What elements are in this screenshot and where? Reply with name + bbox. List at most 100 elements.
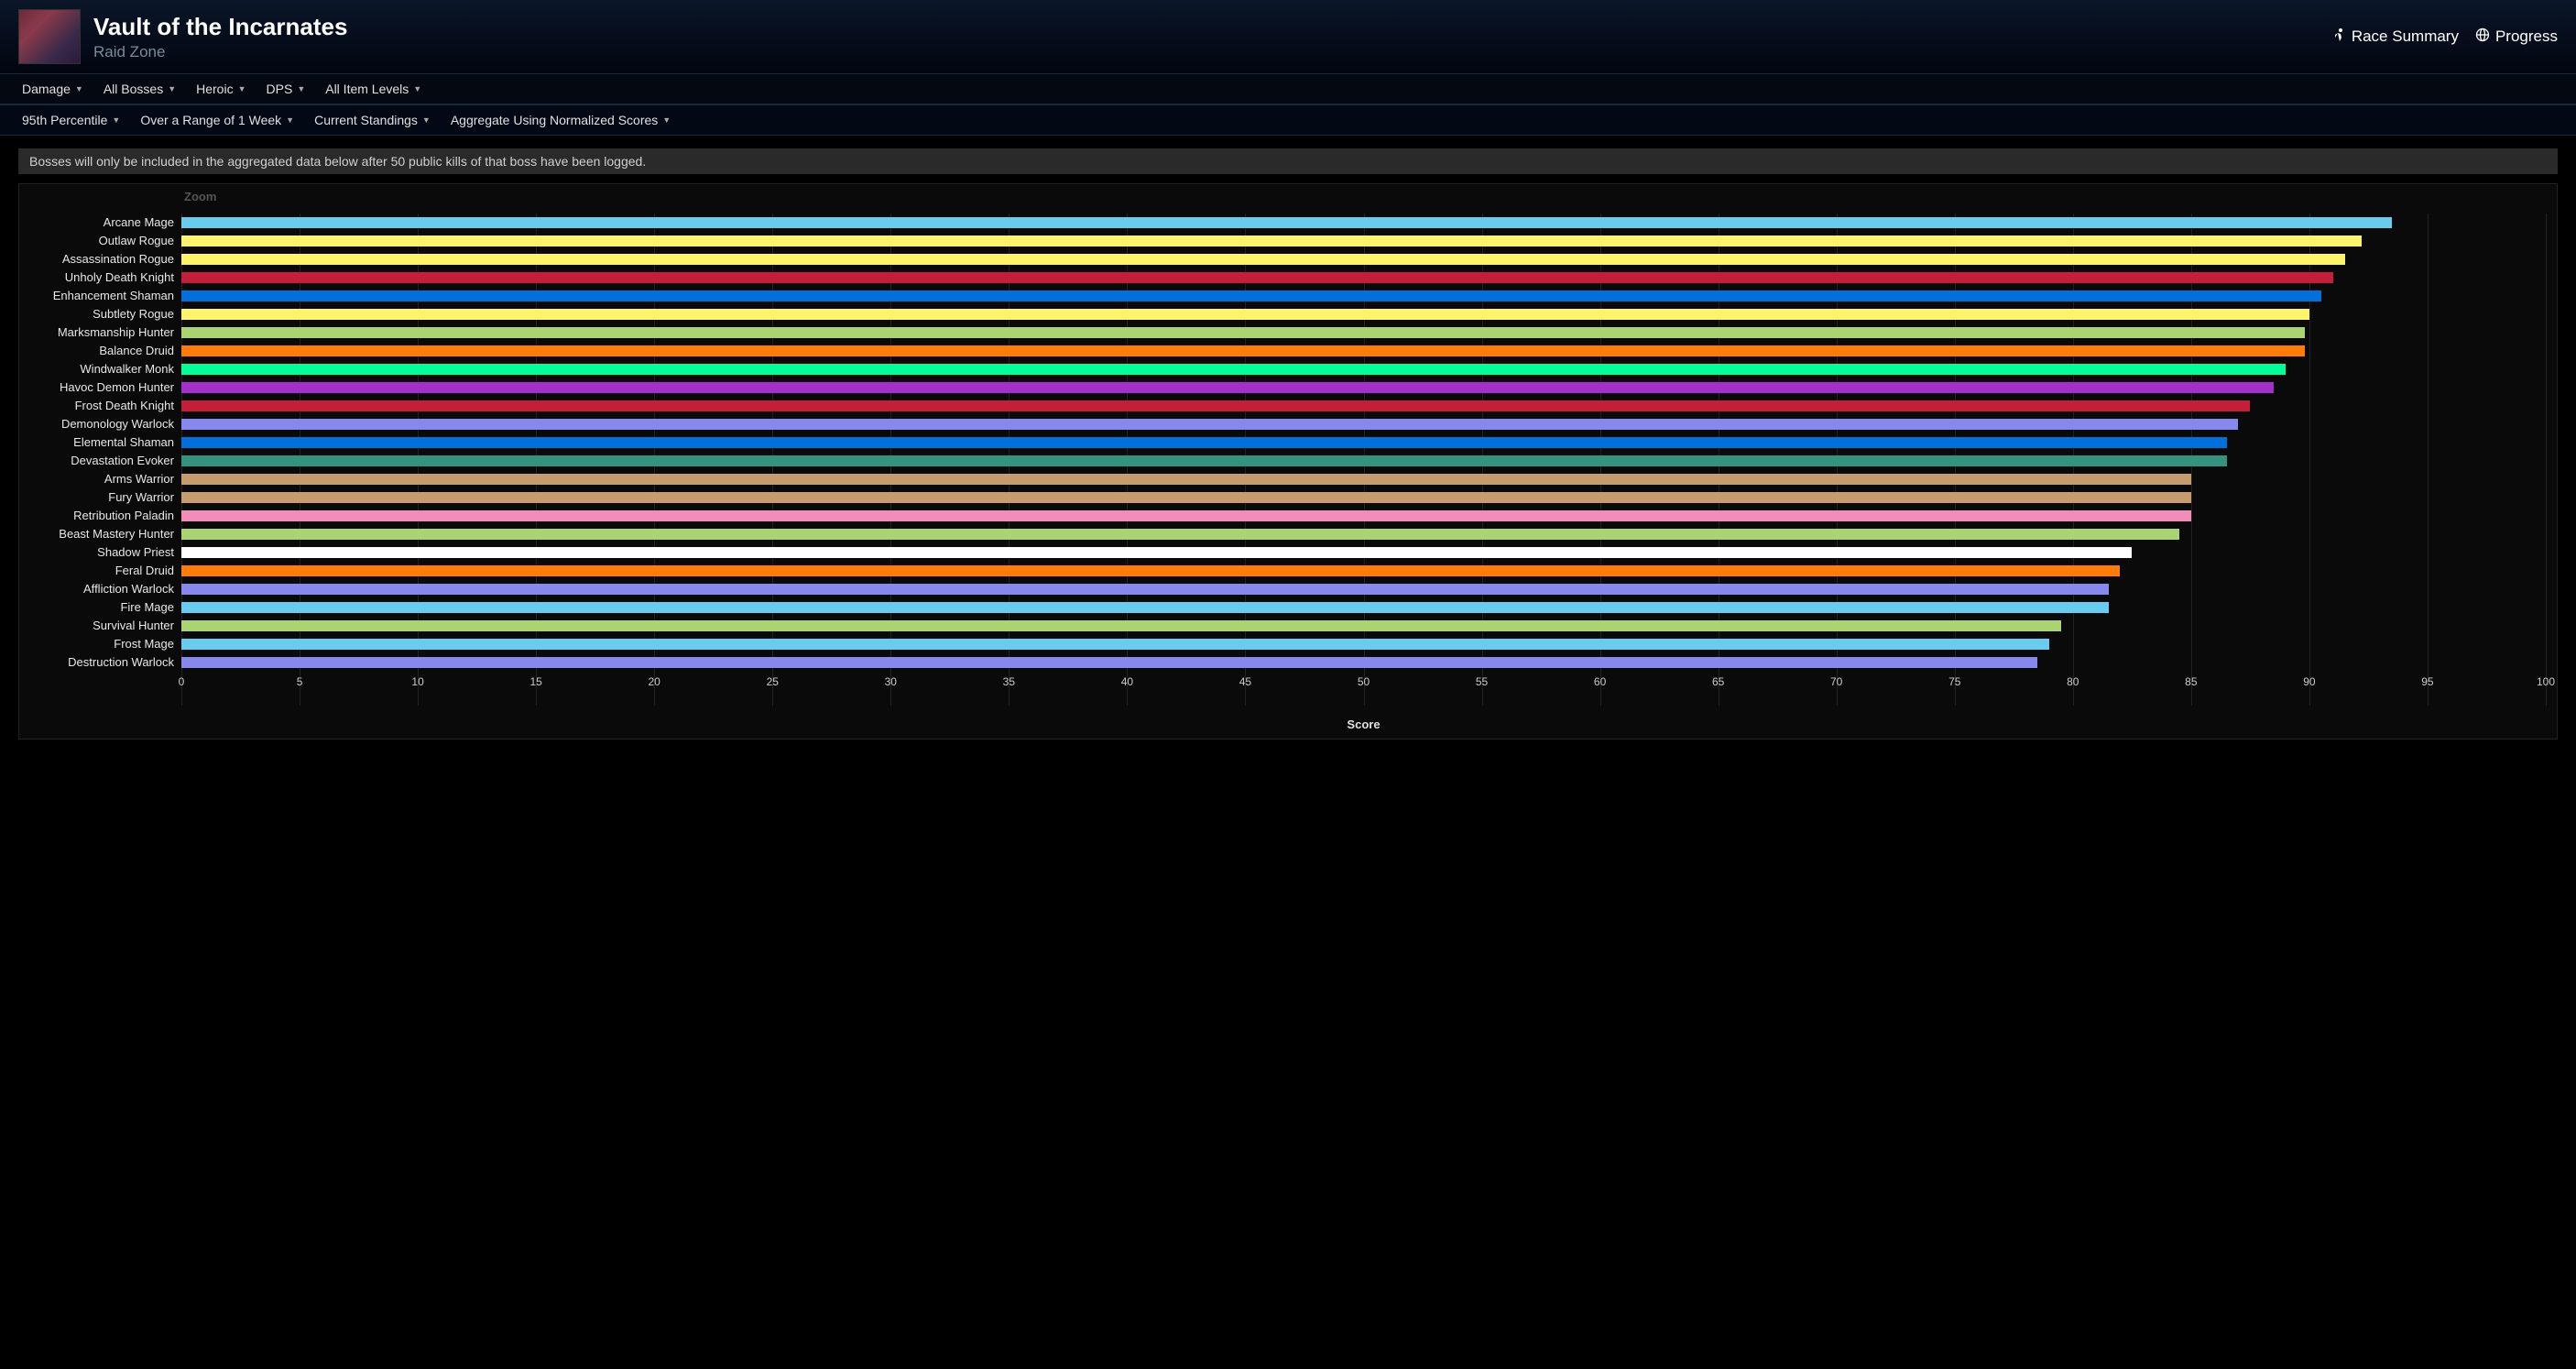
bar[interactable] — [181, 437, 2227, 448]
bar[interactable] — [181, 254, 2345, 265]
bar-row — [181, 598, 2546, 617]
x-tick: 90 — [2303, 675, 2315, 688]
spec-label: Beast Mastery Hunter — [30, 525, 181, 543]
bars-group — [181, 214, 2546, 672]
bar[interactable] — [181, 474, 2191, 485]
difficulty-dropdown[interactable]: Heroic▼ — [196, 82, 246, 96]
spec-label: Frost Mage — [30, 635, 181, 653]
x-tick: 15 — [529, 675, 541, 688]
caret-icon: ▼ — [662, 115, 671, 125]
percentile-dropdown[interactable]: 95th Percentile▼ — [22, 113, 120, 127]
bar[interactable] — [181, 529, 2179, 540]
bar[interactable] — [181, 400, 2250, 411]
title-block: Vault of the Incarnates Raid Zone — [93, 13, 347, 61]
x-tick: 10 — [411, 675, 423, 688]
bar-row — [181, 617, 2546, 635]
bar[interactable] — [181, 309, 2309, 320]
x-tick: 35 — [1003, 675, 1015, 688]
bar-row — [181, 305, 2546, 323]
x-tick: 0 — [179, 675, 185, 688]
bar[interactable] — [181, 290, 2321, 301]
bar[interactable] — [181, 584, 2109, 595]
bar[interactable] — [181, 364, 2286, 375]
x-tick: 40 — [1121, 675, 1133, 688]
bar-row — [181, 525, 2546, 543]
caret-icon: ▼ — [75, 84, 83, 93]
caret-icon: ▼ — [168, 84, 176, 93]
chart-container: Zoom Arcane MageOutlaw RogueAssassinatio… — [18, 183, 2558, 739]
progress-label: Progress — [2495, 27, 2558, 46]
bar-row — [181, 507, 2546, 525]
bar[interactable] — [181, 657, 2037, 668]
bar-row — [181, 470, 2546, 488]
caret-icon: ▼ — [413, 84, 421, 93]
x-axis: 0510152025303540455055606570758085909510… — [181, 675, 2546, 701]
bar[interactable] — [181, 639, 2049, 650]
progress-link[interactable]: Progress — [2475, 27, 2558, 47]
role-dropdown[interactable]: DPS▼ — [267, 82, 306, 96]
range-dropdown[interactable]: Over a Range of 1 Week▼ — [140, 113, 294, 127]
x-tick: 5 — [297, 675, 303, 688]
race-summary-link[interactable]: Race Summary — [2331, 27, 2459, 47]
bar[interactable] — [181, 602, 2109, 613]
x-tick: 100 — [2537, 675, 2555, 688]
bar[interactable] — [181, 327, 2305, 338]
spec-label: Destruction Warlock — [30, 653, 181, 672]
bar-row — [181, 250, 2546, 268]
bar[interactable] — [181, 382, 2274, 393]
bosses-dropdown[interactable]: All Bosses▼ — [104, 82, 176, 96]
runner-icon — [2331, 27, 2346, 47]
spec-label: Devastation Evoker — [30, 452, 181, 470]
bar-row — [181, 378, 2546, 397]
spec-label: Unholy Death Knight — [30, 268, 181, 287]
caret-icon: ▼ — [238, 84, 246, 93]
spec-label: Assassination Rogue — [30, 250, 181, 268]
bar[interactable] — [181, 217, 2392, 228]
spec-label: Balance Druid — [30, 342, 181, 360]
bar-row — [181, 232, 2546, 250]
page-title: Vault of the Incarnates — [93, 13, 347, 41]
page-header: Vault of the Incarnates Raid Zone Race S… — [0, 0, 2576, 73]
spec-label: Shadow Priest — [30, 543, 181, 562]
bar-row — [181, 433, 2546, 452]
bar[interactable] — [181, 235, 2362, 246]
caret-icon: ▼ — [286, 115, 294, 125]
spec-label: Affliction Warlock — [30, 580, 181, 598]
x-tick: 60 — [1594, 675, 1606, 688]
bar[interactable] — [181, 547, 2132, 558]
spec-label: Arms Warrior — [30, 470, 181, 488]
spec-label: Havoc Demon Hunter — [30, 378, 181, 397]
filter-bar-primary: Damage▼ All Bosses▼ Heroic▼ DPS▼ All Ite… — [0, 73, 2576, 104]
spec-label: Survival Hunter — [30, 617, 181, 635]
spec-label: Elemental Shaman — [30, 433, 181, 452]
info-notice: Bosses will only be included in the aggr… — [18, 148, 2558, 174]
aggregate-dropdown[interactable]: Aggregate Using Normalized Scores▼ — [451, 113, 671, 127]
bar-row — [181, 360, 2546, 378]
bar-row — [181, 415, 2546, 433]
bar-row — [181, 562, 2546, 580]
standings-dropdown[interactable]: Current Standings▼ — [314, 113, 431, 127]
bar-row — [181, 287, 2546, 305]
spec-label: Arcane Mage — [30, 214, 181, 232]
spec-label: Outlaw Rogue — [30, 232, 181, 250]
grid-line — [2546, 214, 2547, 706]
globe-icon — [2475, 27, 2490, 47]
header-right: Race Summary Progress — [2331, 27, 2558, 47]
x-tick: 20 — [649, 675, 660, 688]
bar[interactable] — [181, 455, 2227, 466]
bar[interactable] — [181, 492, 2191, 503]
ilvl-dropdown[interactable]: All Item Levels▼ — [325, 82, 421, 96]
bar[interactable] — [181, 565, 2120, 576]
bar[interactable] — [181, 620, 2061, 631]
bar-row — [181, 653, 2546, 672]
x-tick: 25 — [767, 675, 779, 688]
bar[interactable] — [181, 419, 2238, 430]
bar[interactable] — [181, 510, 2191, 521]
bar[interactable] — [181, 345, 2305, 356]
bar[interactable] — [181, 272, 2333, 283]
caret-icon: ▼ — [422, 115, 431, 125]
x-tick: 85 — [2185, 675, 2197, 688]
damage-dropdown[interactable]: Damage▼ — [22, 82, 83, 96]
bar-row — [181, 452, 2546, 470]
bar-row — [181, 488, 2546, 507]
